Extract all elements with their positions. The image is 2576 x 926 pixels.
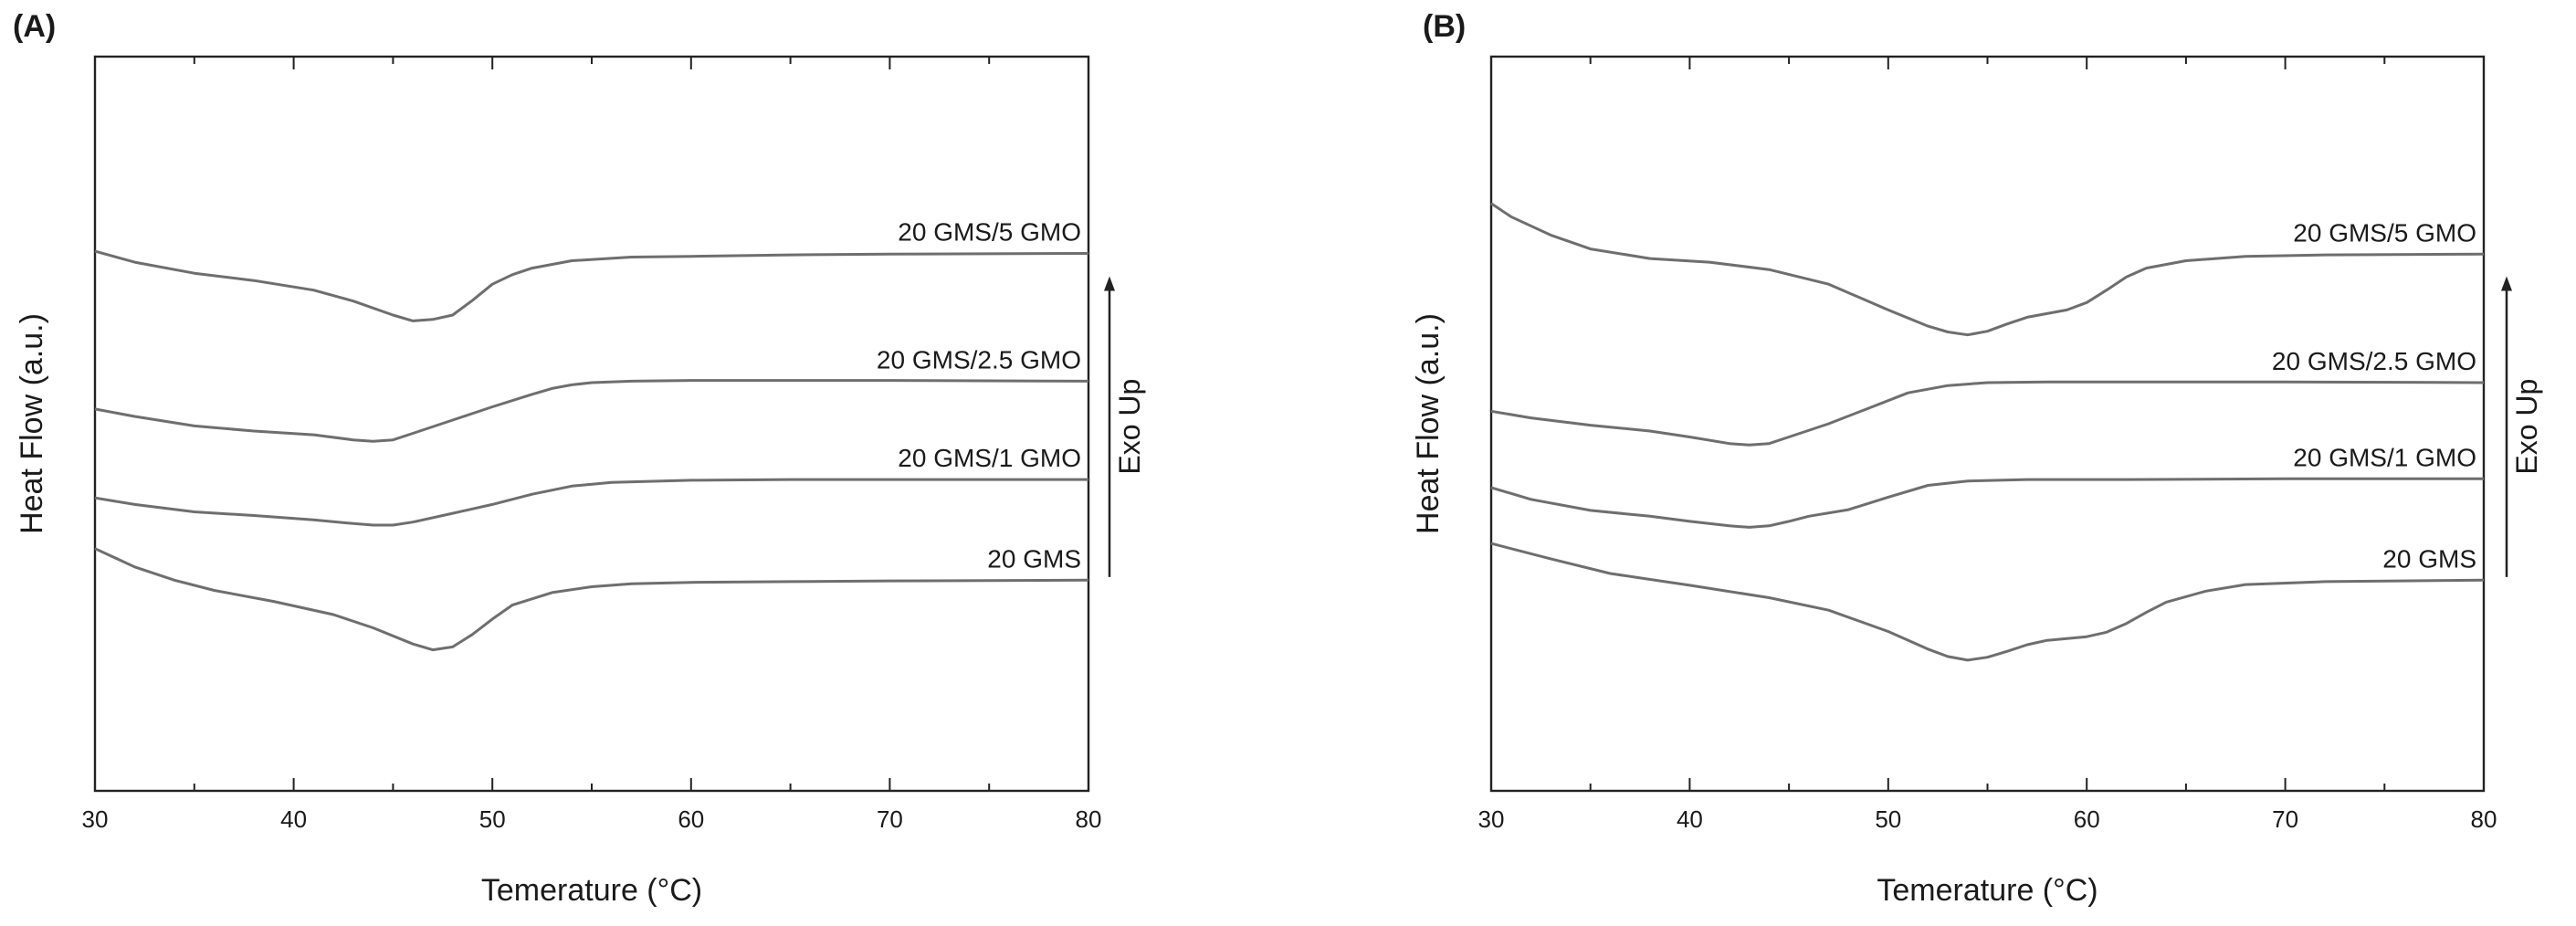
series-label: 20 GMS/1 GMO: [898, 444, 1081, 472]
series-line: [94, 249, 1089, 322]
plot-frame: [1489, 55, 2486, 793]
x-tick-label: 40: [280, 805, 307, 833]
series-label: 20 GMS: [987, 544, 1081, 573]
panel-label-a: (A): [13, 9, 57, 44]
x-axis-label: Temerature (°C): [1877, 873, 2098, 908]
plot-frame: [93, 55, 1090, 793]
series-line: [1490, 477, 2484, 529]
x-tick-label: 40: [1677, 805, 1703, 833]
y-axis-label: Heat Flow (a.u.): [15, 313, 49, 534]
panel-a: (A) 30 40 50 60 70 80 Temerature (°C) Heat Flow…: [13, 9, 1146, 908]
series-label: 20 GMS: [2382, 544, 2476, 573]
series-label: 20 GMS/1 GMO: [2293, 443, 2476, 471]
x-tick-label: 80: [1076, 805, 1102, 833]
series-line: [1490, 202, 2485, 337]
chart-b: 30 40 50 60 70 80 Temerature (°C) Heat Flow (a.…: [1411, 55, 2543, 908]
chart-a: 30 40 50 60 70 80 Temerature (°C) Heat Flow (a.…: [15, 55, 1146, 908]
exo-up-label: Exo Up: [1113, 379, 1146, 475]
x-axis-label: Temerature (°C): [481, 873, 702, 908]
series-line: [1490, 380, 2485, 447]
series-label: 20 GMS/2.5 GMO: [2272, 347, 2476, 375]
x-tick-label: 60: [2074, 805, 2100, 833]
series-label: 20 GMS/5 GMO: [898, 217, 1081, 246]
x-tick-label: 80: [2471, 805, 2497, 833]
series-label: 20 GMS/5 GMO: [2293, 218, 2476, 247]
series-line: [1490, 542, 2485, 662]
x-tick-label: 70: [877, 805, 903, 833]
x-tick-label: 30: [82, 805, 109, 833]
x-tick-label: 50: [1875, 805, 1901, 833]
x-tick-label: 70: [2272, 805, 2298, 833]
series-line: [94, 547, 1089, 652]
panel-label-b: (B): [1423, 9, 1467, 44]
exo-up-label: Exo Up: [2510, 379, 2543, 475]
series-line: [94, 379, 1089, 443]
series-label: 20 GMS/2.5 GMO: [877, 345, 1081, 374]
panel-b: (B) 30 40 50 60 70 80 Temerature (°C) Heat Flow…: [1288, 0, 2576, 926]
x-tick-label: 60: [678, 805, 704, 833]
exo-arrow-head: [2501, 276, 2512, 291]
series-line: [94, 478, 1088, 527]
y-axis-label: Heat Flow (a.u.): [1411, 313, 1446, 534]
x-tick-label: 50: [479, 805, 506, 833]
exo-arrow-head: [1104, 276, 1115, 291]
x-tick-label: 30: [1478, 805, 1505, 833]
